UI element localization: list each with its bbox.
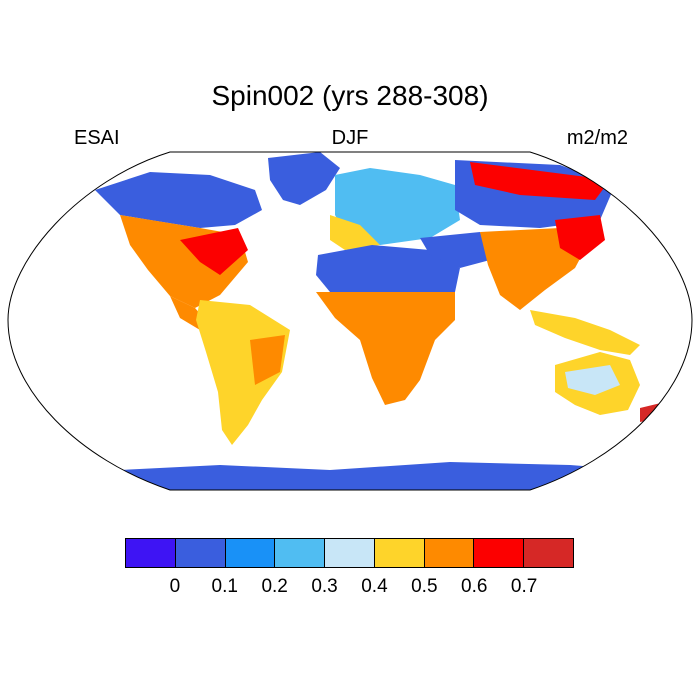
colorbar-box: [325, 539, 375, 567]
africa-south: [316, 292, 455, 405]
colorbar-tick-label: 0.2: [261, 576, 288, 597]
colorbar-tick-label: 0.7: [510, 576, 538, 597]
units-label: m2/m2: [566, 127, 628, 149]
australia-interior: [565, 365, 620, 395]
southeast-asia: [530, 310, 640, 355]
colorbar-ticks: 0 0.1 0.2 0.3 0.4 0.5 0.6 0.7: [0, 576, 700, 600]
globe-outline: [7, 151, 693, 491]
colorbar-box: [374, 539, 425, 567]
greenland: [268, 152, 340, 205]
colorbar: [125, 538, 574, 568]
variable-label: ESAI: [74, 127, 120, 149]
europe: [335, 168, 460, 245]
colorbar-tick-label: 0.5: [411, 576, 438, 597]
colorbar-box: [524, 539, 574, 567]
colorbar-tick-label: 0: [169, 576, 181, 597]
colorbar-box: [474, 539, 525, 567]
colorbar-tick-label: 0.1: [211, 576, 238, 597]
season-label: DJF: [331, 127, 369, 149]
colorbar-box: [424, 539, 475, 567]
colorbar-box: [225, 539, 276, 567]
colorbar-box: [126, 539, 176, 567]
south-america-east: [250, 335, 285, 385]
colorbar-tick-label: 0.4: [361, 576, 388, 597]
colorbar-box: [175, 539, 226, 567]
east-asia: [555, 215, 605, 260]
antarctica: [8, 462, 692, 490]
asia-north-red: [470, 162, 610, 200]
land-masses: [8, 152, 692, 490]
sahara: [316, 245, 460, 295]
north-america-north: [95, 172, 262, 228]
colorbar-tick-label: 0.6: [461, 576, 488, 597]
map-title: Spin002 (yrs 288-308): [211, 80, 489, 111]
colorbar-tick-label: 0.3: [311, 576, 338, 597]
colorbar-box: [275, 539, 326, 567]
eastern-us: [180, 228, 248, 275]
middle-east: [420, 232, 490, 268]
south-america: [196, 300, 290, 445]
southern-europe: [330, 215, 380, 250]
